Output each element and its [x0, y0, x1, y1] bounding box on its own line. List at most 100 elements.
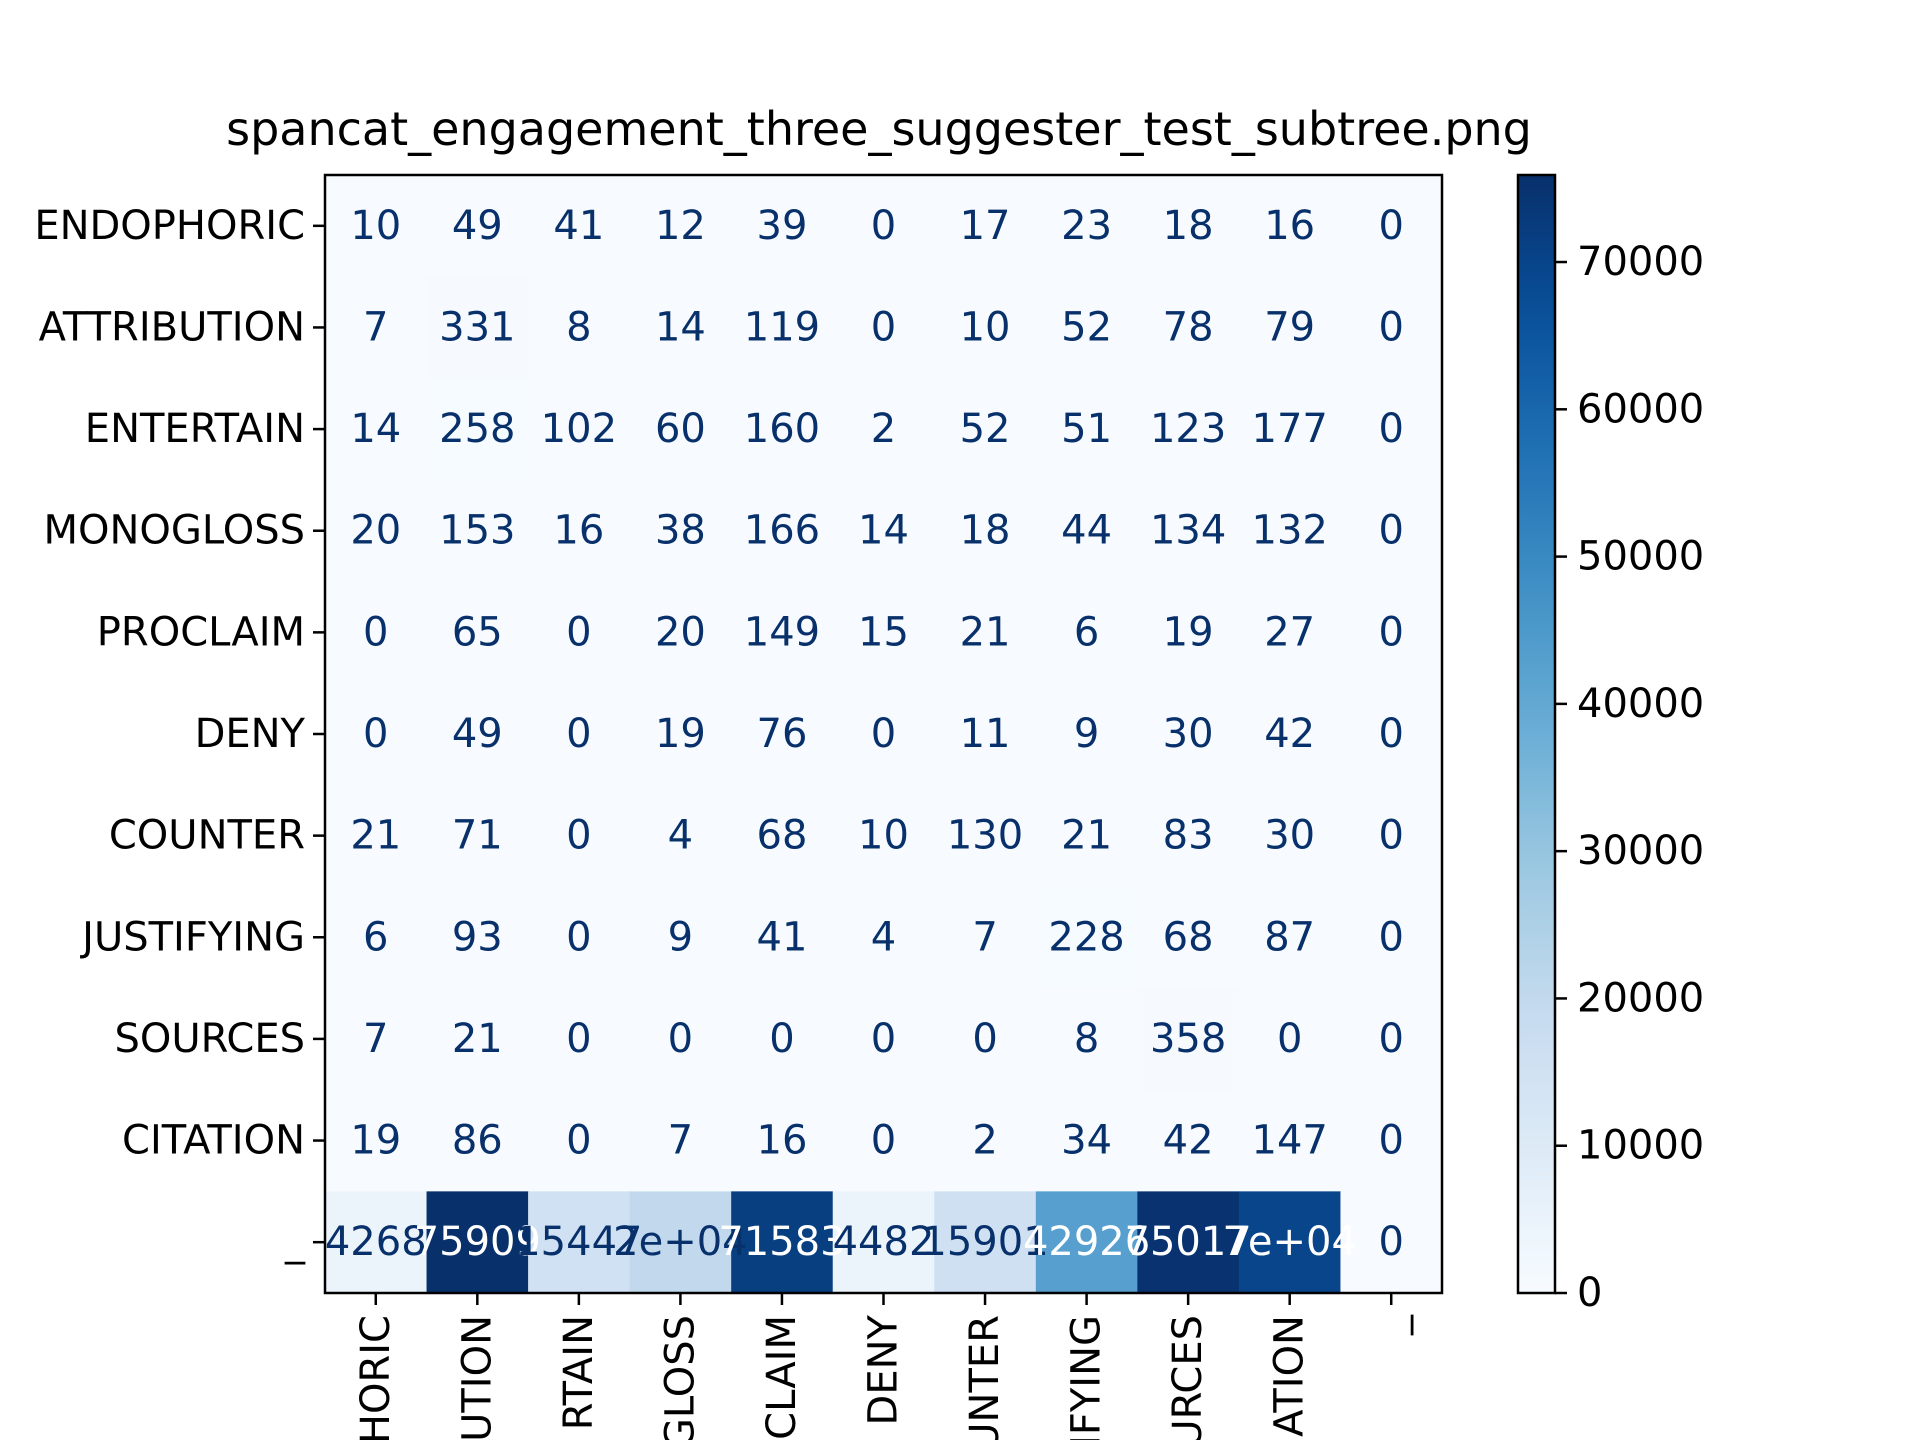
- cell-value-label: 15901: [921, 1219, 1048, 1265]
- cell-value-label: 21: [960, 609, 1011, 655]
- cell-value-label: 14: [858, 508, 909, 554]
- heatmap-cell: [731, 479, 834, 583]
- cell-value-label: 44: [1061, 508, 1112, 554]
- heatmap-cell: [426, 886, 529, 989]
- heatmap-cell: [629, 683, 732, 786]
- heatmap-cell: [1238, 784, 1342, 888]
- colorbar: 0 10000 20000 30000 40000 50000 60000 70000: [1516, 173, 1704, 1316]
- heatmap-cell: [1238, 276, 1342, 379]
- cell-value-label: 0: [363, 711, 388, 757]
- cell-value-label: 153: [439, 508, 515, 554]
- heatmap-cell: [1035, 988, 1138, 1091]
- heatmap-cell: [1035, 175, 1138, 278]
- heatmap-cell: [832, 175, 935, 278]
- heatmap-cell: [731, 378, 834, 481]
- heatmap-cell: [426, 683, 529, 786]
- cell-value-label: 130: [947, 813, 1023, 859]
- y-tick-label: PROCLAIM: [97, 609, 305, 655]
- heatmap-cell: [1238, 683, 1342, 786]
- heatmap-cell: [1238, 988, 1342, 1091]
- cell-value-label: 42926: [1023, 1219, 1150, 1265]
- heatmap-cell: [528, 276, 631, 379]
- cell-value-label: 15447: [515, 1219, 642, 1265]
- x-tick-label: GLOSS: [657, 1315, 703, 1440]
- heatmap-cell: [1137, 784, 1240, 888]
- heatmap-cell: [934, 276, 1037, 379]
- heatmap-cell: [731, 175, 834, 278]
- cell-value-label: 14: [655, 304, 706, 350]
- cell-value-label: 4: [668, 813, 693, 859]
- cell-value-label: 93: [452, 914, 503, 960]
- cell-value-label: 71583: [718, 1219, 845, 1265]
- cell-value-label: 132: [1252, 508, 1328, 554]
- x-axis: HORIC UTION RTAIN GLOSS CLAIM DENY UNTER IFYING…: [353, 1293, 1414, 1440]
- heatmap-cell: [1137, 886, 1240, 989]
- cell-value-label: 6: [363, 914, 388, 960]
- heatmap-cell: [325, 1191, 428, 1294]
- cell-value-label: 71: [452, 813, 503, 859]
- cell-value-label: 15: [858, 609, 909, 655]
- heatmap-cell: [1340, 378, 1443, 481]
- heatmap-cell: [1137, 1191, 1240, 1294]
- cell-value-label: 68: [1163, 914, 1214, 960]
- cell-value-label: 49: [452, 711, 503, 757]
- heatmap-cells: [325, 175, 1443, 1294]
- cell-value-label: 0: [1379, 1016, 1404, 1062]
- heatmap-cell: [325, 784, 428, 888]
- heatmap-cell: [1137, 988, 1240, 1091]
- heatmap-cell: [832, 988, 935, 1091]
- heatmap-cell: [731, 683, 834, 786]
- cell-value-label: 0: [668, 1016, 693, 1062]
- cell-value-label: 11: [960, 711, 1011, 757]
- heatmap-cell: [1137, 378, 1240, 481]
- cell-value-label: 9: [668, 914, 693, 960]
- cell-value-label: 0: [1379, 304, 1404, 350]
- heatmap-cell: [528, 175, 631, 278]
- heatmap-cell: [731, 276, 834, 379]
- heatmap-cell: [1238, 1089, 1342, 1192]
- heatmap-cell: [1340, 175, 1443, 278]
- cell-value-label: 0: [566, 711, 591, 757]
- cell-value-label: 27: [1264, 609, 1315, 655]
- cell-value-label: 86: [452, 1118, 503, 1164]
- cell-value-label: 4482: [833, 1219, 935, 1265]
- heatmap-cell: [1137, 1089, 1240, 1192]
- cell-value-label: 119: [744, 304, 820, 350]
- heatmap-cell: [629, 988, 732, 1091]
- cell-value-label: 0: [566, 1118, 591, 1164]
- cell-value-label: 10: [858, 813, 909, 859]
- x-tick-label: CLAIM: [759, 1315, 805, 1440]
- y-tick-label: JUSTIFYING: [79, 914, 305, 960]
- colorbar-gradient: [1518, 175, 1555, 1293]
- heatmap-cell: [325, 1089, 428, 1192]
- cell-value-label: 30: [1163, 711, 1214, 757]
- cell-value-label: 7: [668, 1118, 693, 1164]
- cell-value-label: 65: [452, 609, 503, 655]
- cell-value-label: 0: [1379, 711, 1404, 757]
- heatmap-cell: [1035, 378, 1138, 481]
- x-tick-labels: HORIC UTION RTAIN GLOSS CLAIM DENY UNTER IFYING…: [353, 1314, 1414, 1440]
- cell-value-label: 68: [757, 813, 808, 859]
- cell-value-label: 52: [960, 406, 1011, 452]
- heatmap-cell: [1340, 886, 1443, 989]
- heatmap-cell: [325, 581, 428, 684]
- cell-value-label: 20: [655, 609, 706, 655]
- heatmap-cell: [629, 1089, 732, 1192]
- heatmap-cell: [832, 378, 935, 481]
- heatmap-cell: [1137, 175, 1240, 278]
- heatmap-cell: [1238, 378, 1342, 481]
- cell-value-label: 0: [871, 1118, 896, 1164]
- y-tick-label: ENDOPHORIC: [34, 203, 305, 249]
- cell-value-label: 9: [1074, 711, 1099, 757]
- heatmap-cell: [934, 1089, 1037, 1192]
- heatmap-cell: [528, 683, 631, 786]
- heatmap-cell: [1238, 1191, 1342, 1294]
- heatmap-cell: [1238, 581, 1342, 684]
- colorbar-tick-label: 0: [1577, 1270, 1602, 1316]
- colorbar-tick-label: 50000: [1577, 534, 1704, 580]
- chart-title: spancat_engagement_three_suggester_test_…: [226, 102, 1532, 156]
- heatmap-cell: [1340, 1089, 1443, 1192]
- heatmap-cell: [832, 886, 935, 989]
- cell-value-label: 8: [1074, 1016, 1099, 1062]
- cell-value-label: 0: [566, 609, 591, 655]
